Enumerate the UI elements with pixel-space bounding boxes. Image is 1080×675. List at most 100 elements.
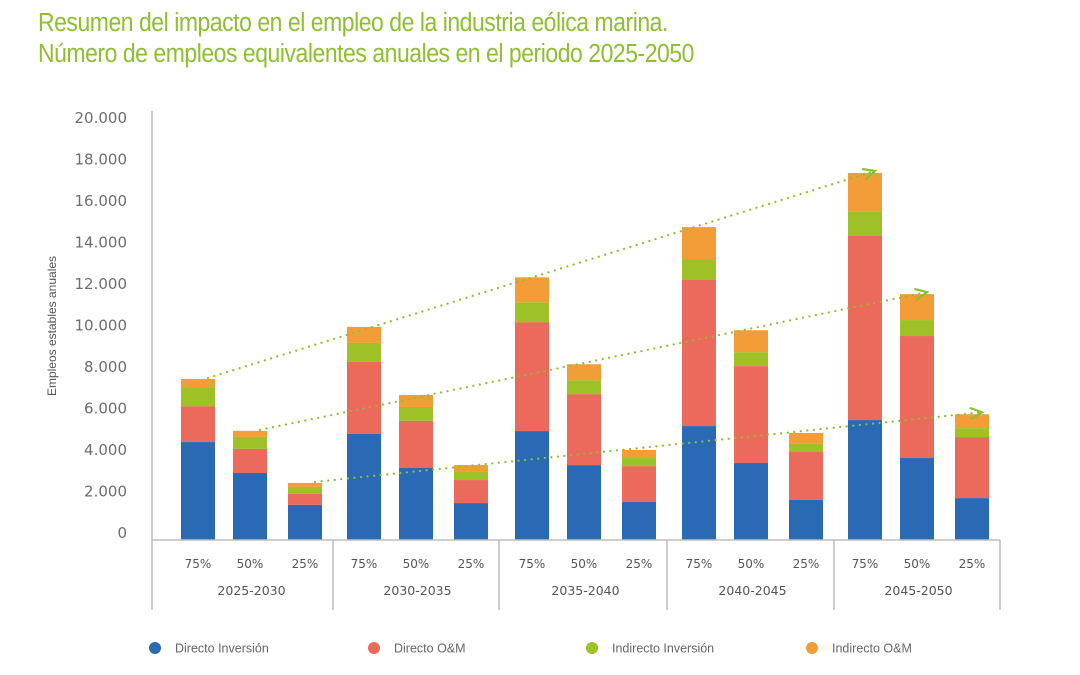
bar-stack — [955, 414, 989, 540]
bar-segment-indirecto-om — [789, 432, 823, 444]
x-group-label: 2030-2035 — [383, 583, 451, 598]
y-tick-label: 4.000 — [84, 441, 127, 459]
bar-segment-directo-inversion — [900, 458, 934, 540]
y-axis-label: Empleos estables anuales — [45, 256, 59, 396]
bar-segment-indirecto-inversion — [567, 380, 601, 395]
bar-segment-directo-om — [454, 480, 488, 504]
bar-segment-indirecto-om — [734, 330, 768, 353]
bars — [181, 172, 989, 540]
bar-segment-indirecto-inversion — [955, 428, 989, 438]
y-tick-label: 20.000 — [75, 109, 128, 127]
y-tick-label: 6.000 — [84, 400, 127, 418]
bar-segment-directo-om — [233, 448, 267, 473]
x-tick-label: 75% — [852, 557, 879, 571]
bar-segment-indirecto-om — [622, 449, 656, 459]
x-tick-label: 75% — [519, 557, 546, 571]
bar-segment-directo-inversion — [515, 431, 549, 540]
chart-title: Resumen del impacto en el empleo de la i… — [38, 8, 694, 70]
y-tick-label: 14.000 — [75, 234, 128, 252]
y-tick-label: 10.000 — [75, 317, 128, 335]
legend-swatch — [368, 642, 380, 654]
bar-segment-indirecto-inversion — [181, 387, 215, 407]
bar-stack — [288, 482, 322, 540]
bar-segment-directo-inversion — [399, 467, 433, 540]
trend-arrowhead — [914, 287, 930, 301]
bar-segment-directo-om — [848, 236, 882, 421]
x-axis: 75% 50% 25% 75% 50% 25% 75% 50% 25% 75% 50% 25% 75% 5… — [151, 539, 1001, 610]
x-group-label: 2045-2050 — [884, 583, 952, 598]
chart-title-line-1: Resumen del impacto en el empleo de la i… — [38, 9, 668, 37]
bar-segment-indirecto-inversion — [288, 486, 322, 494]
bar-segment-indirecto-inversion — [347, 342, 381, 362]
bar-segment-indirecto-inversion — [399, 406, 433, 421]
bar-segment-indirecto-om — [567, 364, 601, 381]
trend-line — [258, 291, 929, 431]
bar-segment-indirecto-om — [399, 394, 433, 407]
x-tick-label: 75% — [351, 557, 378, 571]
bar-segment-directo-inversion — [682, 426, 716, 540]
legend: Directo Inversión Directo O&M Indirecto In… — [149, 642, 912, 656]
legend-label: Directo Inversión — [175, 642, 269, 656]
bar-segment-indirecto-om — [347, 326, 381, 343]
chart-title-line-2: Número de empleos equivalentes anuales e… — [38, 40, 694, 68]
bar-segment-indirecto-inversion — [734, 352, 768, 367]
x-tick-label: 25% — [793, 557, 820, 571]
bar-segment-directo-om — [734, 366, 768, 464]
bar-segment-directo-inversion — [622, 502, 656, 540]
bar-segment-directo-om — [288, 493, 322, 505]
x-group-label: 2035-2040 — [551, 583, 619, 598]
bar-stack — [900, 294, 934, 540]
bar-segment-directo-inversion — [233, 472, 267, 540]
bar-stack — [622, 449, 656, 540]
trend-arrowhead — [861, 167, 878, 181]
bar-segment-directo-om — [622, 466, 656, 503]
bar-stack — [734, 330, 768, 540]
y-tick-label: 8.000 — [84, 358, 127, 376]
bar-segment-indirecto-inversion — [515, 302, 549, 323]
bar-segment-directo-inversion — [288, 504, 322, 540]
bar-segment-indirecto-om — [181, 378, 215, 388]
bar-segment-indirecto-inversion — [454, 471, 488, 481]
legend-swatch — [149, 642, 161, 654]
bar-segment-directo-om — [347, 361, 381, 434]
bar-segment-directo-inversion — [454, 503, 488, 540]
legend-item: Indirecto Inversión — [586, 642, 714, 656]
bar-stack — [682, 227, 716, 540]
bar-segment-indirecto-om — [288, 482, 322, 487]
bar-segment-directo-inversion — [347, 433, 381, 540]
y-tick-label: 12.000 — [75, 275, 128, 293]
x-tick-label: 50% — [738, 557, 765, 571]
bar-segment-indirecto-om — [515, 277, 549, 303]
x-group-label: 2040-2045 — [718, 583, 786, 598]
legend-swatch — [586, 642, 598, 654]
y-axis: 0 2.000 4.000 6.000 8.000 10.000 12.000 14.000 1… — [75, 109, 153, 542]
legend-item: Indirecto O&M — [806, 642, 912, 656]
trend-line — [313, 411, 984, 484]
bar-segment-indirecto-om — [955, 414, 989, 429]
bar-stack — [181, 378, 215, 540]
x-tick-label: 25% — [292, 557, 319, 571]
x-tick-label: 50% — [403, 557, 430, 571]
y-tick-label: 0 — [117, 524, 127, 542]
bar-stack — [515, 277, 549, 540]
bar-segment-directo-inversion — [181, 442, 215, 540]
bar-segment-directo-inversion — [734, 463, 768, 540]
legend-swatch — [806, 642, 818, 654]
x-tick-label: 25% — [458, 557, 485, 571]
trend-arrows — [206, 167, 985, 484]
bar-stack — [399, 394, 433, 540]
bar-segment-directo-om — [682, 280, 716, 427]
bar-stack — [233, 430, 267, 540]
bar-segment-directo-inversion — [848, 420, 882, 540]
bar-segment-directo-om — [955, 437, 989, 499]
x-tick-label: 25% — [959, 557, 986, 571]
x-tick-label: 50% — [904, 557, 931, 571]
x-tick-label: 75% — [686, 557, 713, 571]
bar-segment-directo-inversion — [955, 498, 989, 540]
bar-stack — [454, 465, 488, 540]
bar-segment-indirecto-inversion — [789, 443, 823, 453]
bar-segment-directo-om — [399, 420, 433, 468]
bar-segment-indirecto-om — [233, 430, 267, 437]
bar-segment-indirecto-om — [682, 227, 716, 260]
